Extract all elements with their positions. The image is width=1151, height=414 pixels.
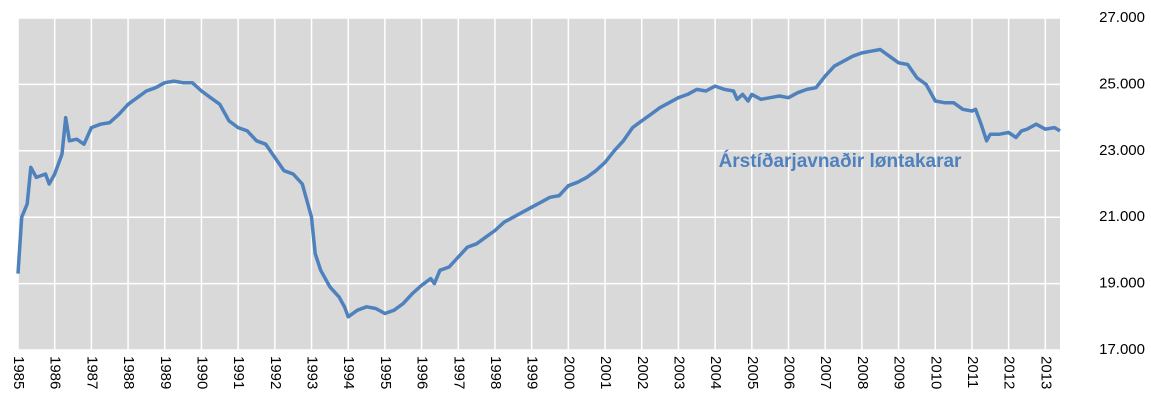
y-tick-label: 23.000	[1099, 142, 1145, 159]
x-tick-label: 1992	[267, 356, 284, 389]
x-tick-label: 2001	[597, 356, 614, 389]
x-tick-label: 1998	[487, 356, 504, 389]
y-tick-label: 19.000	[1099, 275, 1145, 292]
x-tick-label: 1997	[450, 356, 467, 389]
x-tick-label: 2004	[707, 356, 724, 389]
x-tick-label: 2012	[1001, 356, 1018, 389]
x-tick-label: 1986	[47, 356, 64, 389]
x-tick-label: 1985	[10, 356, 27, 389]
x-tick-label: 2009	[891, 356, 908, 389]
x-tick-label: 2007	[817, 356, 834, 389]
x-tick-label: 1987	[83, 356, 100, 389]
y-tick-label: 27.000	[1099, 9, 1145, 26]
x-tick-label: 1996	[414, 356, 431, 389]
x-tick-label: 2013	[1037, 356, 1054, 389]
y-tick-label: 17.000	[1099, 341, 1145, 358]
x-tick-label: 2010	[927, 356, 944, 389]
x-tick-label: 1988	[120, 356, 137, 389]
x-tick-label: 1999	[524, 356, 541, 389]
x-tick-label: 2008	[854, 356, 871, 389]
x-tick-label: 1993	[304, 356, 321, 389]
x-tick-label: 1989	[157, 356, 174, 389]
x-tick-label: 2011	[964, 356, 981, 388]
x-tick-label: 1994	[340, 356, 357, 389]
x-tick-label: 1991	[230, 356, 247, 389]
x-tick-label: 2002	[634, 356, 651, 389]
y-tick-label: 25.000	[1099, 75, 1145, 92]
x-tick-label: 2005	[744, 356, 761, 389]
line	[16, 47, 1061, 319]
annotation: Árstíðarjavnaðir løntakarar	[719, 150, 962, 172]
x-tick-label: 2003	[670, 356, 687, 389]
plot-area	[18, 18, 1060, 350]
x-tick-label: 2006	[781, 356, 798, 389]
x-tick-label: 1990	[193, 356, 210, 389]
x-tick-label: 1995	[377, 356, 394, 389]
x-tick-label: 2000	[560, 356, 577, 389]
y-tick-label: 21.000	[1099, 208, 1145, 225]
